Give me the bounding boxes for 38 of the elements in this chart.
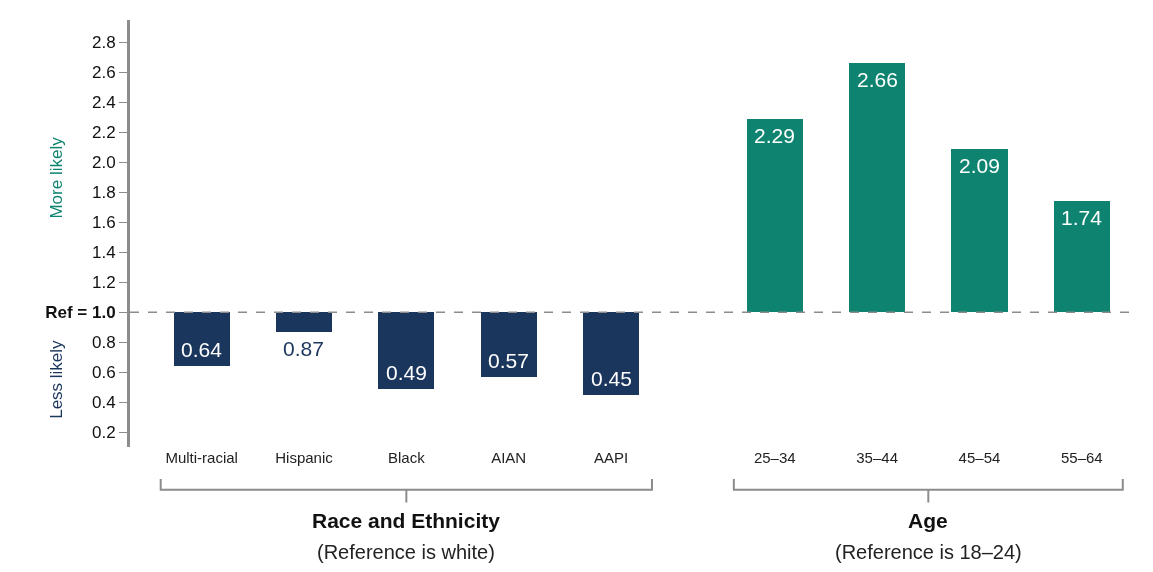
y-tick-label: 1.6	[91, 213, 116, 233]
text: Less likely	[46, 339, 66, 419]
y-tick-label: 2.4	[91, 93, 116, 113]
text: (Reference is white)	[317, 541, 495, 563]
annotation: 2.29	[754, 124, 795, 147]
y-tick-label: 2.8	[91, 33, 116, 53]
y-tick-label: 1.2	[91, 273, 116, 293]
x-tick-label: Multi-racial	[165, 449, 238, 466]
x-tick-label: 45–54	[958, 449, 1001, 466]
annotation: 0.49	[386, 361, 427, 384]
x-tick-label: Hispanic	[275, 449, 334, 466]
x-tick-label: Black	[388, 449, 426, 466]
annotation: 0.57	[488, 349, 529, 372]
text: (Reference is 18–24)	[835, 541, 1022, 563]
y-tick-label: 1.4	[91, 243, 116, 263]
y-tick-label: 2.6	[91, 63, 116, 83]
text: Race and Ethnicity	[312, 509, 501, 532]
text: Age	[908, 509, 948, 532]
y-tick-label: 2.2	[91, 123, 116, 143]
x-tick-label: AIAN	[491, 449, 527, 466]
annotation: 0.87	[283, 337, 324, 360]
y-tick-label: 1.8	[91, 183, 116, 203]
y-tick-label: 0.4	[91, 393, 116, 412]
y-tick-label: Ref = 1.0	[45, 303, 116, 323]
annotation: 2.66	[857, 68, 898, 91]
text: More likely	[46, 136, 66, 219]
x-tick-label: 55–64	[1060, 449, 1103, 466]
y-tick-label: 2.0	[91, 153, 116, 173]
annotation: 1.74	[1061, 206, 1103, 229]
x-tick-label: 25–34	[753, 449, 796, 466]
x-tick-label: AAPI	[593, 449, 629, 466]
annotation: 0.45	[591, 367, 632, 390]
annotation: 0.64	[181, 338, 223, 361]
y-tick-label: 0.8	[91, 333, 116, 353]
y-tick-label: 0.2	[91, 422, 116, 442]
y-tick-label: 0.6	[91, 363, 116, 383]
annotation: 2.09	[959, 154, 1000, 177]
x-tick-label: 35–44	[856, 449, 898, 466]
